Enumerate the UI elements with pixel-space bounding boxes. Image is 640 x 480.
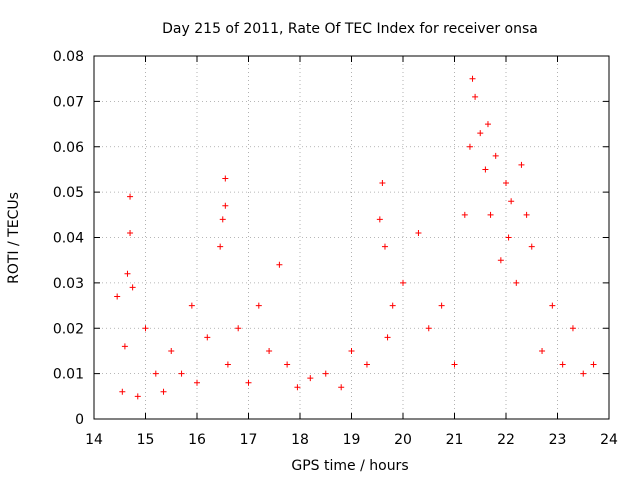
data-point	[389, 302, 396, 309]
y-tick-label: 0.01	[53, 367, 84, 383]
data-point	[127, 229, 134, 236]
data-point	[549, 302, 556, 309]
data-point	[124, 270, 131, 277]
data-point	[559, 361, 566, 368]
data-point	[503, 180, 509, 187]
data-point	[484, 121, 491, 128]
y-tick-label: 0.03	[53, 276, 84, 292]
data-point	[505, 234, 512, 241]
data-point	[127, 193, 134, 200]
data-point	[338, 384, 345, 391]
data-point	[528, 243, 535, 250]
x-axis-label: GPS time / hours	[291, 458, 408, 474]
data-point	[508, 198, 515, 205]
axis-ticks: 14 15 16 17 18 19 20 21 22 23 24 0 0.01 0.02 0.03 0.04 0…	[53, 49, 618, 448]
data-point	[451, 361, 458, 368]
data-point	[487, 211, 494, 218]
data-point	[217, 243, 224, 250]
data-point	[294, 384, 301, 391]
data-point	[482, 166, 489, 173]
data-point	[266, 347, 273, 354]
data-point	[152, 370, 159, 377]
data-point	[255, 302, 262, 309]
scatter-points	[114, 75, 597, 400]
x-tick-label: 18	[291, 432, 309, 448]
data-point	[466, 143, 473, 150]
x-tick-label: 19	[343, 432, 361, 448]
data-point	[415, 229, 422, 236]
data-point	[224, 361, 231, 368]
data-point	[523, 211, 530, 218]
y-tick-label: 0.05	[53, 185, 84, 201]
y-axis-label: ROTI / TECUs	[6, 192, 22, 284]
data-point	[194, 379, 200, 386]
x-tick-label: 20	[394, 432, 412, 448]
x-tick-label: 21	[446, 432, 464, 448]
data-point	[497, 257, 504, 264]
data-point	[121, 343, 128, 350]
data-point	[400, 279, 406, 286]
data-point	[363, 361, 370, 368]
y-tick-label: 0.02	[53, 321, 84, 337]
data-point	[492, 152, 499, 159]
data-point	[284, 361, 291, 368]
data-point	[114, 293, 121, 300]
data-point	[518, 161, 525, 168]
data-point	[381, 243, 388, 250]
x-tick-label: 24	[600, 432, 618, 448]
data-point	[188, 302, 195, 309]
data-point	[472, 93, 479, 100]
data-point	[379, 180, 386, 187]
x-tick-label: 14	[85, 432, 103, 448]
data-point	[322, 370, 329, 377]
x-tick-label: 17	[240, 432, 258, 448]
data-point	[219, 216, 226, 223]
data-point	[438, 302, 445, 309]
data-point	[384, 334, 391, 341]
data-point	[222, 175, 229, 182]
data-point	[569, 325, 576, 332]
data-point	[204, 334, 211, 341]
data-point	[134, 393, 141, 400]
y-tick-label: 0.06	[53, 140, 84, 156]
x-tick-label: 15	[137, 432, 155, 448]
data-point	[307, 375, 314, 382]
y-tick-label: 0	[75, 412, 84, 428]
data-point	[129, 284, 136, 291]
data-point	[376, 216, 383, 223]
data-point	[477, 130, 484, 137]
x-tick-label: 16	[188, 432, 206, 448]
data-point	[425, 325, 432, 332]
grid-lines	[94, 56, 609, 419]
data-point	[539, 347, 546, 354]
data-point	[590, 361, 597, 368]
x-tick-label: 23	[549, 432, 567, 448]
data-point	[160, 388, 167, 395]
data-point	[235, 325, 242, 332]
data-point	[580, 370, 587, 377]
data-point	[222, 202, 229, 209]
chart-title: Day 215 of 2011, Rate Of TEC Index for r…	[162, 21, 538, 37]
y-tick-label: 0.07	[53, 94, 84, 110]
data-point	[142, 325, 149, 332]
data-point	[119, 388, 126, 395]
data-point	[178, 370, 185, 377]
data-point	[469, 75, 476, 82]
data-point	[168, 347, 175, 354]
data-point	[245, 379, 252, 386]
data-point	[513, 279, 520, 286]
data-point	[276, 261, 283, 268]
x-tick-label: 22	[497, 432, 515, 448]
y-tick-label: 0.08	[53, 49, 84, 65]
data-point	[461, 211, 468, 218]
data-point	[348, 347, 355, 354]
y-tick-label: 0.04	[53, 231, 84, 247]
